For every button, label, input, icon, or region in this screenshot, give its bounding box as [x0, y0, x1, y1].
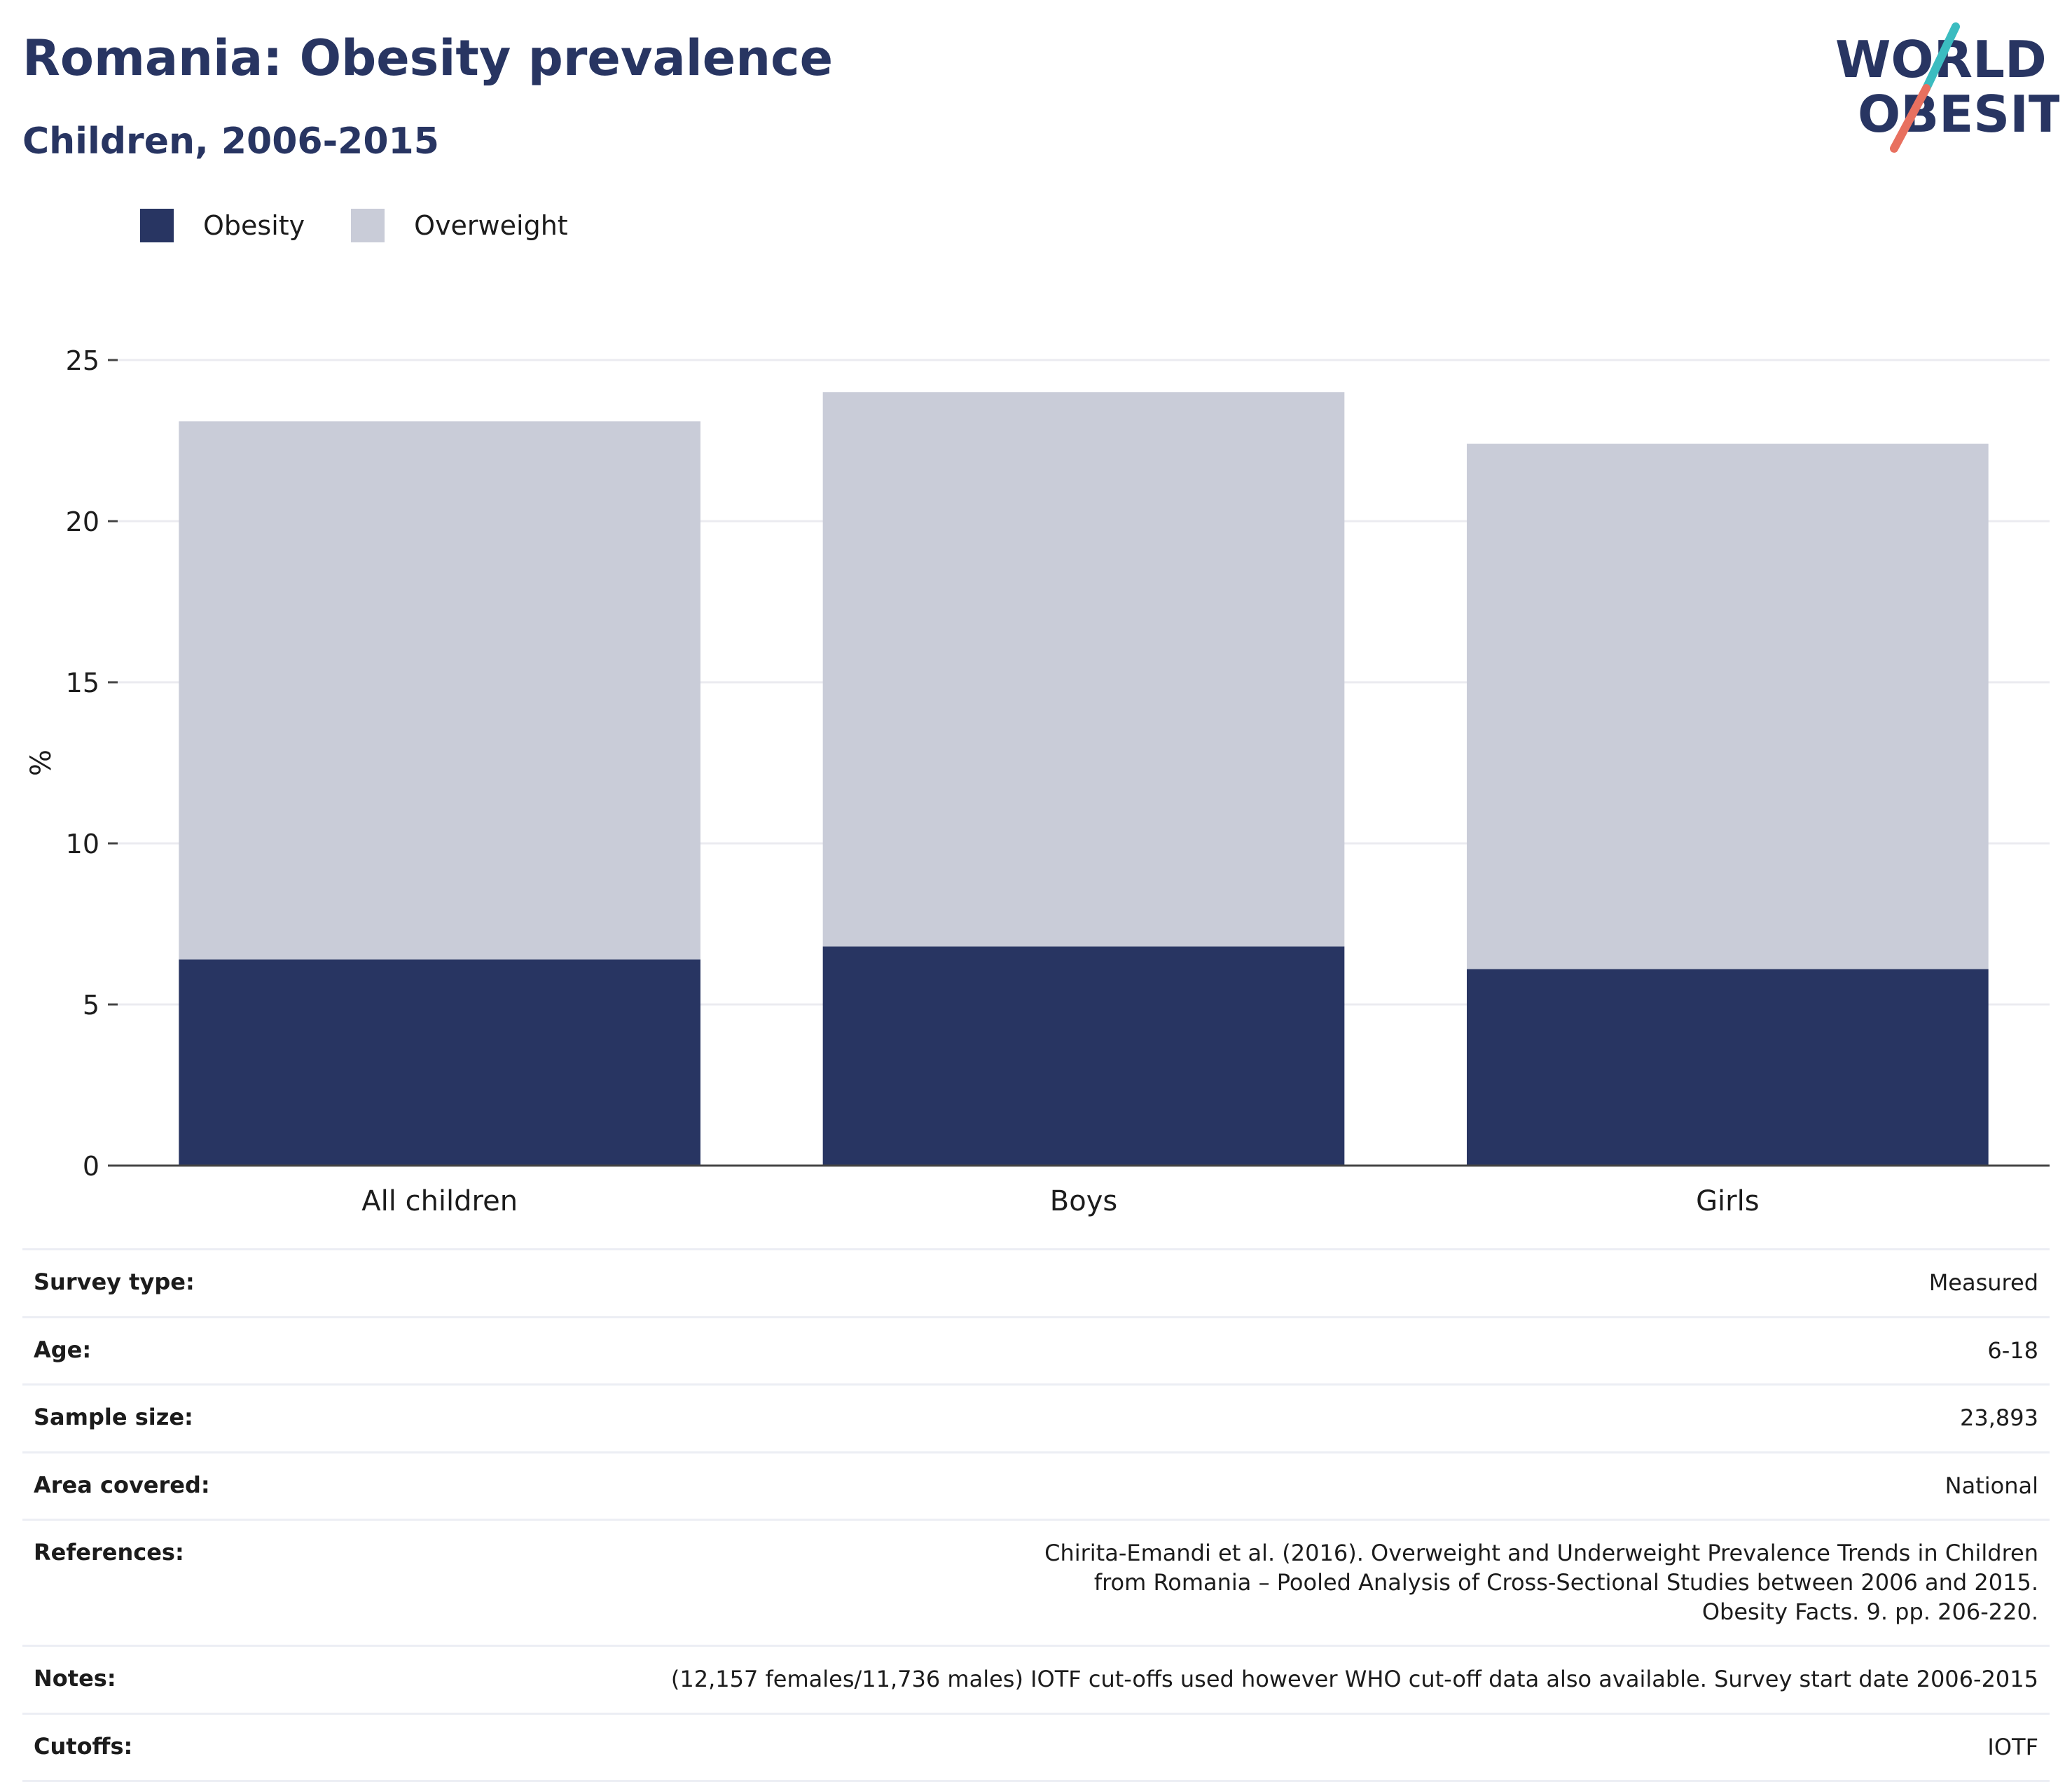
info-row-sample-size: Sample size: 23,893: [22, 1383, 2050, 1453]
info-key: Notes:: [22, 1645, 437, 1714]
info-key: Area covered:: [22, 1451, 437, 1520]
y-tick-label: 25: [66, 345, 99, 376]
info-value: Chirita-Emandi et al. (2016). Overweight…: [437, 1519, 2050, 1646]
info-value: 6-18: [437, 1315, 2050, 1385]
info-row-area-covered: Area covered: National: [22, 1451, 2050, 1520]
chart-legend: Obesity Overweight: [140, 209, 614, 242]
legend-item-obesity[interactable]: Obesity: [140, 209, 305, 242]
y-tick-label: 10: [66, 829, 99, 859]
info-key: Survey type:: [22, 1248, 437, 1318]
info-row-notes: Notes: (12,157 females/11,736 males) IOT…: [22, 1645, 2050, 1714]
bar-obesity: [179, 959, 700, 1166]
legend-swatch-overweight: [351, 209, 385, 242]
logo-slash-teal: [1922, 22, 1960, 92]
info-key: Age:: [22, 1315, 437, 1385]
bar-overweight: [179, 421, 700, 960]
info-key: References:: [22, 1519, 437, 1646]
logo-word-obesity: OBESITY: [1858, 85, 2059, 144]
info-row-references: References: Chirita-Emandi et al. (2016)…: [22, 1519, 2050, 1646]
legend-swatch-obesity: [140, 209, 174, 242]
stacked-bar-chart: 0 5 10 15 20 25% All children Boys Girls: [25, 345, 2050, 1217]
legend-label-overweight: Overweight: [414, 210, 568, 241]
legend-label-obesity: Obesity: [203, 210, 305, 241]
y-tick-label: 5: [83, 990, 99, 1021]
page-subtitle: Children, 2006-2015: [22, 120, 439, 163]
legend-item-overweight[interactable]: Overweight: [351, 209, 568, 242]
info-value: National: [437, 1451, 2050, 1520]
logo-slash-coral: [1890, 84, 1931, 153]
info-value: (12,157 females/11,736 males) IOTF cut-o…: [437, 1645, 2050, 1714]
y-tick-label: 15: [66, 668, 99, 698]
x-tick-label: Boys: [1050, 1185, 1117, 1217]
info-row-age: Age: 6-18: [22, 1315, 2050, 1385]
bar-obesity: [1467, 969, 1989, 1166]
info-key: Sample size:: [22, 1383, 437, 1453]
survey-info-table: Survey type: Measured Age: 6-18 Sample s…: [22, 1248, 2050, 1782]
info-row-survey-type: Survey type: Measured: [22, 1248, 2050, 1318]
bar-overweight: [1467, 443, 1989, 969]
y-axis-title: %: [25, 750, 57, 776]
info-value: 23,893: [437, 1383, 2050, 1453]
page-title: Romania: Obesity prevalence: [22, 29, 834, 87]
bar-obesity: [822, 946, 1345, 1166]
y-tick-label: 20: [66, 506, 99, 537]
bar-overweight: [822, 392, 1345, 947]
x-tick-label: Girls: [1696, 1185, 1760, 1217]
y-tick-label: 0: [83, 1151, 99, 1182]
x-tick-label: All children: [361, 1185, 518, 1217]
info-value: Measured: [437, 1248, 2050, 1318]
world-obesity-logo: WORLD OBESITY: [1835, 22, 2059, 153]
